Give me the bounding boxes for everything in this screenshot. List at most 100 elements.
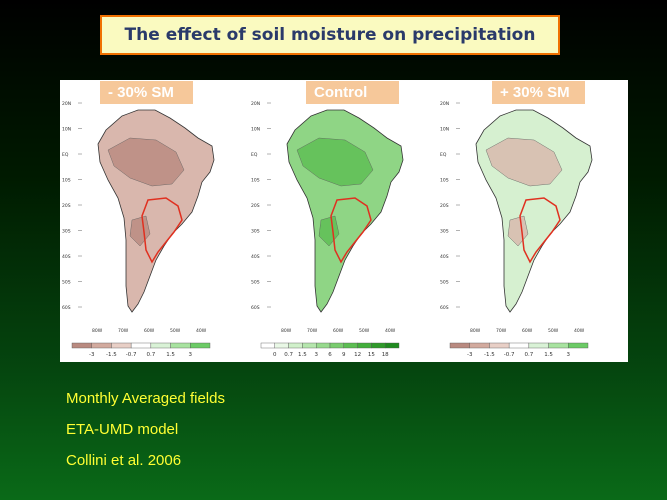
colorbar-segment — [111, 342, 132, 349]
lon-tick-label: 50W — [170, 328, 181, 334]
colorbar-tick-label: -0.7 — [126, 352, 137, 358]
colorbar-tick-label: 0.7 — [284, 352, 293, 358]
colorbar-segment — [329, 342, 345, 349]
colorbar-segment — [449, 342, 470, 349]
lat-tick-label: 50S — [440, 280, 449, 286]
lat-tick-label: 10S — [440, 178, 449, 184]
colorbar-tick-label: 3 — [567, 352, 571, 358]
lon-tick-label: 80W — [281, 328, 292, 334]
lon-tick-label: 40W — [385, 328, 396, 334]
colorbar-tick-label: 6 — [328, 352, 332, 358]
colorbar-tick-label: -3 — [467, 352, 473, 358]
panel-control: 20N 10N EQ 10S 20S 30S 40S 50S 60S 80W 70W 60W 50W 40… — [249, 80, 438, 362]
lat-tick-label: 10S — [251, 178, 260, 184]
colorbar-tick-label: 1.5 — [544, 352, 553, 358]
colorbar-segment — [170, 342, 191, 349]
colorbar-segment — [71, 342, 92, 349]
precip-contour — [485, 137, 563, 187]
colorbar-tick-label: 9 — [342, 352, 346, 358]
panel-label-plus-30: + 30% SM — [492, 81, 585, 104]
colorbar-segment — [150, 342, 171, 349]
colorbar-segment — [190, 342, 211, 349]
lon-tick-label: 50W — [359, 328, 370, 334]
lon-tick-label: 40W — [574, 328, 585, 334]
colorbar-segment — [91, 342, 112, 349]
colorbar-segment — [489, 342, 510, 349]
colorbar-segment — [260, 342, 276, 349]
map-minus-30: 20N 10N EQ 10S 20S 30S 40S 50S 60S 80W 70W 60W 50W 40… — [62, 101, 215, 358]
lat-tick-label: 50S — [251, 280, 260, 286]
colorbar-tick-label: 3 — [314, 352, 318, 358]
colorbar-tick-label: 3 — [189, 352, 193, 358]
map-control: 20N 10N EQ 10S 20S 30S 40S 50S 60S 80W 70W 60W 50W 40… — [251, 101, 404, 358]
colorbar-tick-label: -1.5 — [106, 352, 117, 358]
colorbar-segment — [548, 342, 569, 349]
colorbar-segment — [528, 342, 549, 349]
colorbar-segment — [302, 342, 317, 349]
lat-tick-label: 10N — [62, 127, 71, 133]
colorbar-tick-label: 1.5 — [298, 352, 307, 358]
study-region-outline — [519, 197, 561, 264]
lon-tick-label: 60W — [522, 328, 533, 334]
lon-tick-label: 60W — [144, 328, 155, 334]
colorbar-tick-label: 12 — [354, 352, 361, 358]
panel-label-minus-30: - 30% SM — [100, 81, 193, 104]
panel-minus-30: 20N 10N EQ 10S 20S 30S 40S 50S 60S 80W 70W 60W 50W 40… — [60, 80, 249, 362]
lat-tick-label: 20N — [440, 101, 449, 107]
lon-tick-label: 70W — [118, 328, 129, 334]
lat-tick-label: 10S — [62, 178, 71, 184]
lat-tick-label: 10N — [251, 127, 260, 133]
colorbar-segment — [384, 342, 400, 349]
colorbar-segment — [315, 342, 331, 349]
panel-plus-30: 20N 10N EQ 10S 20S 30S 40S 50S 60S 80W 70W 60W 50W 40… — [438, 80, 627, 362]
lat-tick-label: 20S — [440, 203, 449, 209]
lon-tick-label: 80W — [470, 328, 481, 334]
colorbar-tick-label: 15 — [368, 352, 375, 358]
lat-tick-label: 40S — [251, 254, 260, 260]
panel-label-control: Control — [306, 81, 399, 104]
colorbar-segment — [469, 342, 490, 349]
title-box: The effect of soil moisture on precipita… — [100, 15, 560, 55]
colorbar-segment — [130, 342, 152, 349]
lat-tick-label: 50S — [62, 280, 71, 286]
colorbar-segment — [371, 342, 386, 349]
lat-tick-label: 20N — [62, 101, 71, 107]
lat-tick-label: 20S — [251, 203, 260, 209]
lat-tick-label: 10N — [440, 127, 449, 133]
colorbar-tick-label: 0 — [273, 352, 277, 358]
colorbar-segment — [508, 342, 530, 349]
lat-tick-label: EQ — [251, 152, 258, 158]
lon-tick-label: 70W — [496, 328, 507, 334]
colorbar-tick-label: -1.5 — [484, 352, 495, 358]
figure-panel-area: 20N 10N EQ 10S 20S 30S 40S 50S 60S 80W 70W 60W 50W 40… — [60, 80, 628, 362]
colorbar-tick-label: 18 — [382, 352, 389, 358]
map-plus-30: 20N 10N EQ 10S 20S 30S 40S 50S 60S 80W 70W 60W 50W 40… — [440, 101, 593, 358]
colorbar-segment — [343, 342, 358, 349]
lat-tick-label: 40S — [440, 254, 449, 260]
lon-tick-label: 80W — [92, 328, 103, 334]
info-line-fields: Monthly Averaged fields — [66, 390, 225, 407]
colorbar-tick-label: 1.5 — [166, 352, 175, 358]
lat-tick-label: 30S — [440, 229, 449, 235]
colorbar-tick-label: -3 — [89, 352, 95, 358]
colorbar-segment — [274, 342, 289, 349]
colorbar-tick-label: 0.7 — [146, 352, 155, 358]
info-line-citation: Collini et al. 2006 — [66, 452, 182, 469]
lon-tick-label: 60W — [333, 328, 344, 334]
lat-tick-label: EQ — [62, 152, 69, 158]
lat-tick-label: 30S — [62, 229, 71, 235]
colorbar-tick-label: -0.7 — [504, 352, 515, 358]
lat-tick-label: 40S — [62, 254, 71, 260]
lat-tick-label: 30S — [251, 229, 260, 235]
lat-tick-label: 20S — [62, 203, 71, 209]
lon-tick-label: 70W — [307, 328, 318, 334]
colorbar-segment — [568, 342, 589, 349]
study-region-outline — [141, 197, 183, 264]
colorbar-segment — [357, 342, 372, 349]
lon-tick-label: 50W — [548, 328, 559, 334]
slide-title: The effect of soil moisture on precipita… — [124, 25, 536, 45]
lat-tick-label: 60S — [440, 305, 449, 311]
info-line-model: ETA-UMD model — [66, 421, 179, 438]
lon-tick-label: 40W — [196, 328, 207, 334]
colorbar-tick-label: 0.7 — [524, 352, 533, 358]
